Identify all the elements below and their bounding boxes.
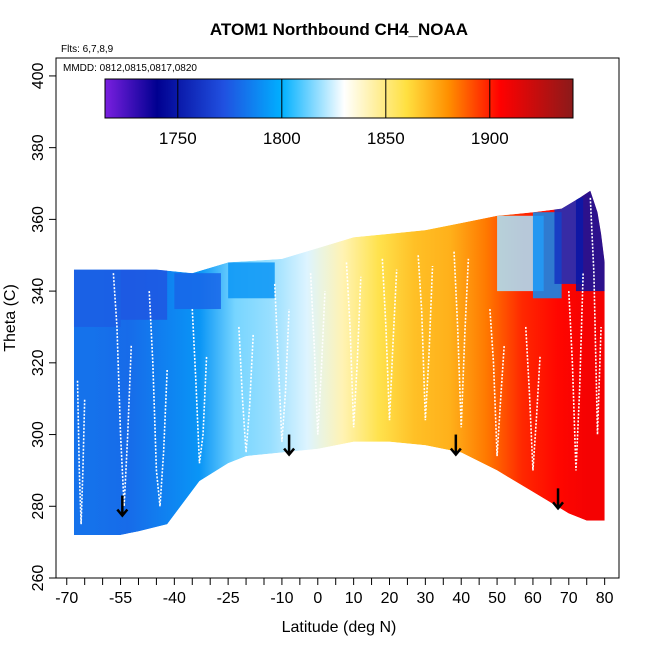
x-axis-label: Latitude (deg N) — [282, 619, 397, 636]
x-tick-label: 10 — [345, 590, 363, 607]
y-tick-label: 320 — [30, 349, 47, 376]
x-tick-label: 30 — [416, 590, 434, 607]
x-tick-label: -25 — [217, 590, 240, 607]
down-arrow-icon — [116, 495, 129, 518]
x-tick-label: -70 — [55, 590, 78, 607]
arrow-head — [116, 508, 129, 518]
arrow-head — [552, 501, 564, 511]
flight-profile — [345, 262, 362, 428]
field-cell-upper — [73, 269, 121, 327]
plot-frame — [55, 57, 620, 579]
colorbar-tick-label: 1800 — [263, 129, 301, 148]
dates-note: MMDD: 0812,0815,0817,0820 — [63, 63, 197, 74]
x-tick-label: -40 — [163, 590, 186, 607]
field-cell-upper — [228, 262, 275, 299]
x-tick-label: 40 — [452, 590, 470, 607]
colorbar: 1750 1800 1850 1900 — [104, 78, 574, 148]
flight-profile — [238, 326, 255, 453]
down-arrow-icon — [283, 434, 296, 457]
flight-profile — [273, 283, 290, 442]
flight-profile — [489, 308, 506, 457]
y-axis-label: Theta (C) — [2, 284, 19, 352]
flight-profile — [148, 291, 168, 507]
arrow-head — [449, 447, 462, 457]
x-tick-label: 60 — [524, 590, 542, 607]
colorbar-strip — [104, 78, 574, 119]
y-tick-label: 360 — [30, 206, 47, 233]
chart-title: ATOM1 Northbound CH4_NOAA — [210, 20, 468, 39]
x-tick-label: -10 — [270, 590, 293, 607]
data-field — [73, 190, 605, 535]
x-tick-label: 80 — [596, 590, 614, 607]
x-tick-label: -55 — [109, 590, 132, 607]
flight-profile — [309, 273, 326, 435]
x-tick-label: 20 — [381, 590, 399, 607]
y-tick-label: 340 — [30, 278, 47, 305]
y-tick-label: 380 — [30, 134, 47, 161]
x-tick-label: 0 — [313, 590, 322, 607]
flight-profile — [417, 255, 434, 421]
y-tick-label: 400 — [30, 62, 47, 89]
flight-profile — [453, 251, 470, 428]
colorbar-tick-label: 1850 — [367, 129, 405, 148]
flight-profile — [589, 197, 602, 435]
x-tick-label: 70 — [560, 590, 578, 607]
flight-profile — [191, 308, 208, 464]
flight-profile — [567, 273, 584, 471]
flight-profile — [112, 273, 133, 507]
colorbar-tick-label: 1750 — [159, 129, 197, 148]
y-tick-label: 300 — [30, 421, 47, 448]
flight-profile — [76, 380, 86, 525]
arrow-head — [283, 447, 296, 457]
x-tick-label: 50 — [488, 590, 506, 607]
down-arrow-icon — [552, 488, 564, 511]
y-tick-label: 260 — [30, 565, 47, 592]
axes: -70 -55 -40 -25 -10 0 10 20 30 40 50 60 70 80 260 280 30… — [30, 62, 614, 607]
flight-profile — [381, 258, 398, 421]
field-cell-upper — [174, 273, 221, 310]
flights-note: Flts: 6,7,8,9 — [61, 44, 114, 55]
colorbar-tick-label: 1900 — [471, 129, 509, 148]
down-arrow-icon — [449, 434, 462, 457]
plot-area — [73, 190, 605, 535]
y-tick-label: 280 — [30, 493, 47, 520]
field-cell-upper — [120, 269, 168, 320]
flight-profile — [524, 326, 541, 471]
